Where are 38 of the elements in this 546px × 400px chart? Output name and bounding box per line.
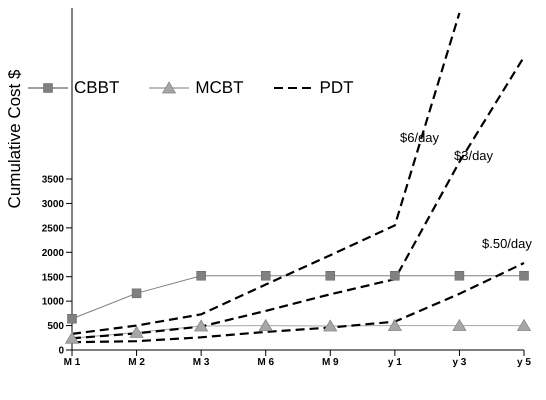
y-tick-label: 2500 xyxy=(42,223,64,234)
annotation: $3/day xyxy=(454,148,494,163)
x-tick-label: y 1 xyxy=(388,357,402,368)
point xyxy=(388,319,402,331)
x-tick-label: y 3 xyxy=(452,357,467,368)
point xyxy=(323,320,338,332)
x-tick-label: M 9 xyxy=(322,357,340,368)
y-tick-label: 0 xyxy=(58,346,64,357)
point xyxy=(67,314,77,324)
point xyxy=(130,326,144,338)
legend-label: PDT xyxy=(320,78,354,98)
y-tick-label: 1500 xyxy=(42,272,64,284)
point xyxy=(258,319,273,331)
y-tick-label: 500 xyxy=(47,321,64,332)
y-tick-label: 2000 xyxy=(42,248,64,259)
point xyxy=(194,320,208,332)
x-tick-label: M 6 xyxy=(257,357,274,368)
y-tick-label: 1000 xyxy=(42,296,64,308)
point xyxy=(196,270,206,280)
point xyxy=(260,270,270,280)
point xyxy=(132,288,142,298)
point xyxy=(390,270,400,280)
x-tick-label: M 1 xyxy=(64,357,81,368)
point xyxy=(454,270,464,280)
point xyxy=(519,270,529,280)
point xyxy=(65,332,79,344)
y-tick-label: 3500 xyxy=(42,174,64,186)
legend-label: MCBT xyxy=(195,78,244,98)
point xyxy=(517,319,531,331)
x-tick-label: M 2 xyxy=(128,357,146,368)
annotation: $.50/day xyxy=(482,236,532,251)
point xyxy=(326,270,336,280)
annotation: $6/day xyxy=(400,130,440,145)
x-tick-label: M 3 xyxy=(192,357,210,368)
x-tick-label: y 5 xyxy=(517,357,532,368)
y-tick-label: 3000 xyxy=(42,198,64,210)
point xyxy=(452,319,466,331)
legend-label: CBBT xyxy=(74,78,120,98)
